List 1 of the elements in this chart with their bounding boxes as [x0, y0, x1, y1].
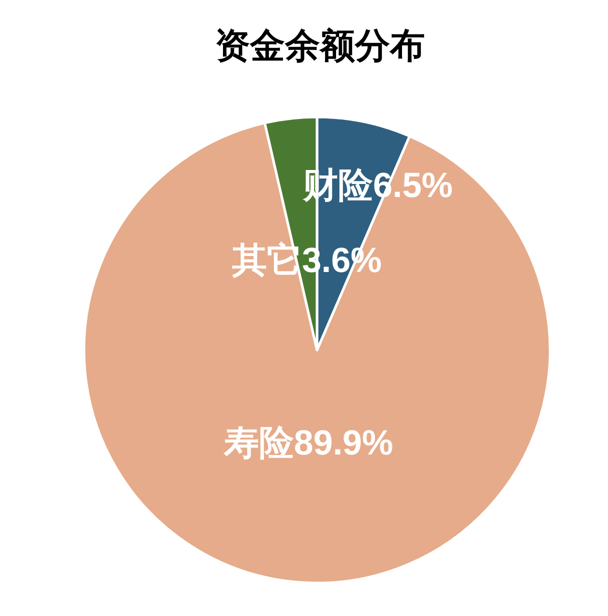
title: 资金余额分布 — [215, 26, 425, 66]
